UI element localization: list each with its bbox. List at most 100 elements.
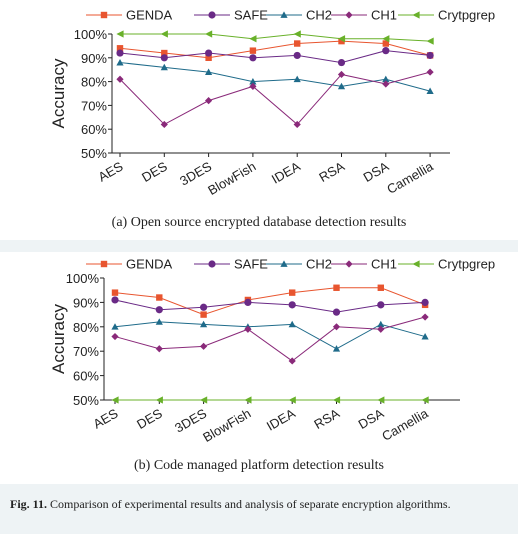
figure-caption: Fig. 11. Comparison of experimental resu… — [10, 496, 510, 512]
data-point-crytpgrep — [382, 35, 390, 43]
data-point-crytpgrep — [205, 30, 213, 38]
data-point-crytpgrep — [116, 30, 124, 38]
data-point-crytpgrep — [293, 30, 301, 38]
series-line-ch1 — [119, 71, 431, 126]
data-point-safe — [293, 51, 301, 60]
legend-marker-ch2 — [280, 260, 288, 267]
data-point-ch2 — [111, 323, 119, 330]
x-tick-label: IDEA — [264, 405, 298, 433]
data-point-safe — [337, 58, 346, 67]
data-point-ch1 — [377, 325, 385, 333]
legend: GENDA SAFE CH2 CH1 Crytpgrep — [86, 8, 495, 23]
x-tick-label: RSA — [316, 158, 347, 185]
data-point-crytpgrep — [377, 396, 385, 404]
data-point-crytpgrep — [332, 396, 341, 404]
data-point-safe — [382, 47, 390, 55]
data-point-ch2 — [205, 68, 213, 75]
data-point-crytpgrep — [200, 396, 208, 404]
data-point-safe — [205, 49, 213, 57]
data-point-genda — [200, 311, 207, 318]
series-line-genda — [114, 287, 426, 316]
data-point-genda — [249, 47, 257, 54]
data-point-safe — [421, 298, 429, 306]
legend-marker-genda — [100, 260, 108, 268]
x-tick-label: Camellia — [384, 158, 436, 197]
chart-a-svg: GENDA SAFE CH2 CH1 Crytpgrep 50% 60% 70% 80% 90% 1… — [49, 8, 495, 231]
legend-label-crytpgrep: Crytpgrep — [438, 8, 495, 23]
series-safe — [116, 47, 434, 67]
legend-marker-ch2 — [280, 11, 288, 18]
data-point-ch1 — [116, 75, 124, 83]
y-tick-label: 70% — [73, 344, 99, 359]
data-point-safe — [288, 301, 296, 309]
data-point-genda — [294, 40, 301, 47]
data-point-crytpgrep — [155, 396, 163, 404]
data-point-safe — [160, 54, 168, 62]
legend-marker-safe — [208, 260, 216, 268]
data-point-ch2 — [332, 345, 341, 352]
data-point-crytpgrep — [288, 396, 296, 404]
y-tick-label: 60% — [73, 369, 99, 384]
legend-label-ch1: CH1 — [371, 257, 397, 272]
y-axis-label: Accuracy — [49, 58, 68, 128]
data-point-ch2 — [288, 320, 296, 328]
data-point-crytpgrep — [421, 396, 429, 404]
data-point-ch1 — [426, 68, 434, 76]
y-tick-label: 100% — [66, 271, 100, 286]
data-point-ch1 — [382, 80, 390, 88]
x-tick-label: AES — [90, 405, 120, 431]
data-point-safe — [377, 301, 385, 309]
legend-label-ch1: CH1 — [371, 8, 397, 23]
data-point-ch2 — [200, 320, 208, 328]
legend-label-ch2: CH2 — [306, 8, 332, 23]
figure-label: Fig. 11. — [10, 497, 48, 511]
data-point-ch1 — [111, 332, 119, 341]
series-line-safe — [114, 299, 426, 313]
x-tick-label: DSA — [356, 405, 387, 432]
data-point-genda — [161, 49, 168, 57]
series-line-ch2 — [119, 62, 431, 92]
data-point-safe — [249, 54, 257, 62]
legend-label-safe: SAFE — [234, 8, 268, 23]
y-tick-label: 50% — [81, 146, 107, 161]
data-point-genda — [289, 289, 296, 296]
data-point-ch2 — [155, 318, 163, 325]
series-crytpgrep — [111, 396, 429, 404]
data-point-safe — [244, 298, 252, 306]
data-point-crytpgrep — [111, 396, 119, 404]
data-point-genda — [111, 289, 119, 296]
data-point-ch1 — [205, 97, 213, 105]
legend-marker-ch1 — [345, 11, 353, 19]
series-crytpgrep — [116, 30, 434, 45]
x-tick-label: DES — [139, 158, 170, 185]
figure-caption-text: Comparison of experimental results and a… — [50, 497, 451, 511]
x-tick-label: BlowFish — [200, 406, 253, 445]
legend-label-ch2: CH2 — [306, 257, 332, 272]
data-point-safe — [116, 49, 124, 57]
data-point-ch2 — [160, 63, 168, 71]
x-tick-label: IDEA — [269, 158, 303, 186]
data-point-genda — [156, 294, 163, 301]
series-line-safe — [119, 50, 431, 64]
x-tick-label: DES — [134, 405, 165, 432]
data-point-safe — [332, 308, 341, 316]
data-point-crytpgrep — [426, 37, 434, 45]
legend-label-safe: SAFE — [234, 257, 268, 272]
x-tick-label: BlowFish — [205, 159, 258, 198]
data-point-crytpgrep — [160, 30, 168, 38]
legend-marker-ch1 — [345, 260, 353, 268]
y-tick-label: 60% — [81, 122, 107, 137]
chart-b-svg: GENDA SAFE CH2 CH1 Crytpgrep 50% 60% 70% 80% 90% 1… — [49, 257, 495, 474]
data-point-genda — [382, 40, 389, 47]
y-tick-label: 80% — [81, 75, 107, 90]
y-tick-label: 90% — [81, 51, 107, 66]
data-point-ch1 — [160, 120, 168, 129]
data-point-safe — [200, 303, 208, 311]
data-point-ch2 — [293, 75, 301, 83]
data-point-genda — [338, 37, 345, 45]
data-point-crytpgrep — [337, 35, 346, 43]
data-point-ch2 — [421, 332, 429, 340]
y-tick-label: 90% — [73, 295, 99, 310]
series-ch2 — [116, 58, 434, 94]
legend-label-genda: GENDA — [126, 8, 173, 23]
